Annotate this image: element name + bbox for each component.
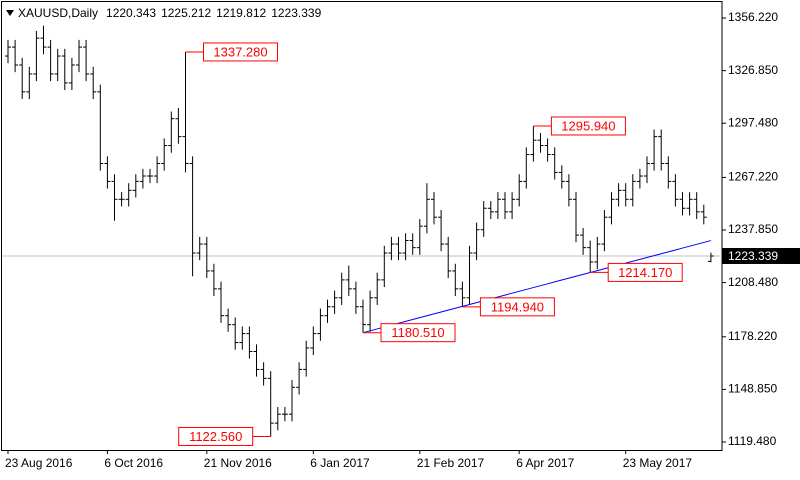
- y-tick-label: 1178.220: [728, 329, 777, 343]
- price-label: 1337.280: [213, 44, 267, 59]
- menu-triangle: [6, 10, 14, 16]
- y-tick-label: 1297.480: [728, 115, 778, 129]
- y-tick-label: 1326.850: [728, 63, 778, 77]
- price-label-box: [380, 323, 456, 343]
- price-label: 1295.940: [561, 118, 615, 133]
- price-label-box: [178, 426, 254, 446]
- price-label-box: [479, 297, 555, 317]
- y-tick-label: 1237.850: [728, 222, 778, 236]
- price-label: 1122.560: [189, 429, 242, 444]
- last-price-label: 1223.339: [728, 249, 778, 263]
- header-open: 1220.343: [106, 6, 156, 20]
- y-tick-label: 1119.480: [728, 434, 777, 448]
- price-label-box: [607, 262, 683, 282]
- x-tick-label: 21 Nov 2016: [204, 456, 272, 470]
- plot-frame: [1, 1, 723, 451]
- y-tick-label: 1356.220: [728, 10, 778, 24]
- header-close: 1223.339: [271, 6, 321, 20]
- x-tick-label: 6 Apr 2017: [516, 456, 574, 470]
- x-tick-label: 23 May 2017: [623, 456, 693, 470]
- y-tick-label: 1267.220: [728, 170, 778, 184]
- y-tick-label: 1208.480: [728, 275, 778, 289]
- price-label: 1180.510: [391, 325, 444, 340]
- chart-header: XAUUSD,Daily 1220.343 1225.212 1219.812 1223…: [18, 6, 322, 20]
- x-tick-label: 23 Aug 2016: [5, 456, 73, 470]
- x-tick-label: 21 Feb 2017: [417, 456, 485, 470]
- header-high: 1225.212: [161, 6, 211, 20]
- price-label-box: [203, 42, 278, 62]
- price-label: 1194.940: [491, 299, 544, 314]
- x-tick-label: 6 Jan 2017: [310, 456, 370, 470]
- trendline: [362, 240, 712, 334]
- header-low: 1219.812: [216, 6, 266, 20]
- price-label-box: [550, 116, 626, 136]
- chart-title: XAUUSD,Daily: [18, 6, 98, 20]
- last-price-box: [722, 247, 800, 264]
- price-label: 1214.170: [618, 265, 672, 280]
- y-tick-label: 1148.850: [728, 382, 777, 396]
- x-tick-label: 6 Oct 2016: [104, 456, 163, 470]
